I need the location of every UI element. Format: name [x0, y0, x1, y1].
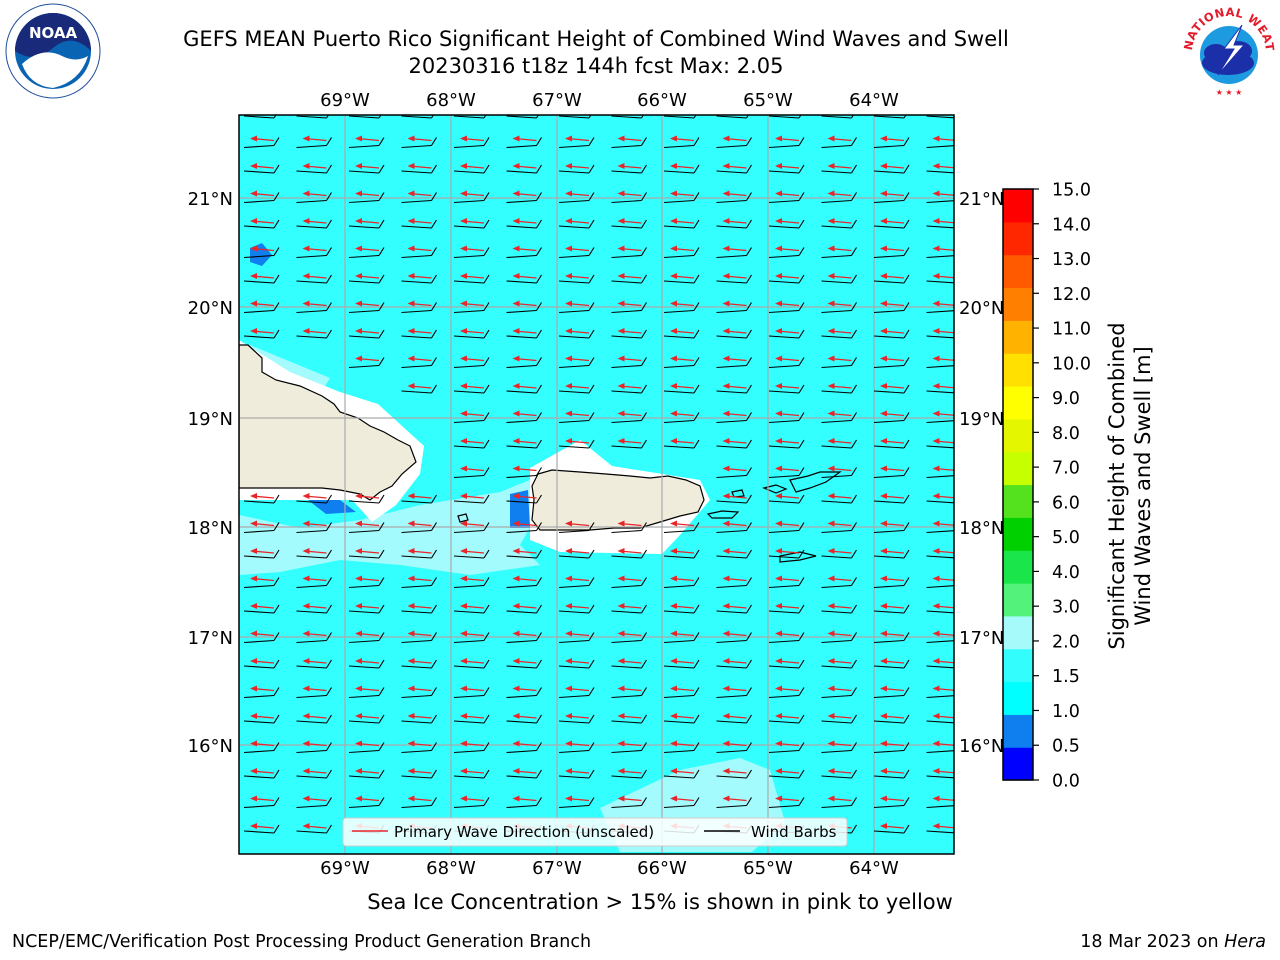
colorbar-swatch	[1003, 648, 1033, 683]
colorbar-tick-label: 7.0	[1052, 459, 1080, 479]
svg-text:★ ★ ★: ★ ★ ★	[1216, 88, 1243, 97]
colorbar-tick-label: 3.0	[1052, 598, 1080, 618]
nws-logo-icon: NATIONAL WEATHER SERVICE ★ ★ ★	[1178, 1, 1277, 98]
colorbar-tick-label: 1.5	[1052, 667, 1080, 687]
island-4	[762, 484, 788, 494]
colorbar-tick-label: 6.0	[1052, 493, 1080, 513]
lon-label-top: 69°W	[320, 90, 370, 111]
chart-title: GEFS MEAN Puerto Rico Significant Height…	[183, 27, 1009, 51]
lat-label-right: 18°N	[959, 518, 1004, 539]
colorbar-swatch	[1003, 451, 1033, 486]
colorbar-tick-label: 0.0	[1052, 772, 1080, 792]
map-frame: Primary Wave Direction (unscaled) Wind Ba…	[188, 90, 1005, 879]
colorbar-title-line1: Significant Height of Combined	[1105, 322, 1129, 650]
wave-field-light-mona	[239, 470, 560, 575]
lon-label-top: 68°W	[426, 90, 476, 111]
land-hispaniola	[239, 344, 417, 501]
colorbar-swatch	[1003, 714, 1033, 748]
lon-label-bottom: 65°W	[743, 858, 793, 879]
island-3	[706, 510, 740, 519]
colorbar-border	[1002, 188, 1034, 781]
island-1	[457, 513, 469, 523]
lat-label-right: 17°N	[959, 628, 1004, 649]
colorbar-tick-label: 12.0	[1052, 285, 1091, 305]
map-legend: Primary Wave Direction (unscaled) Wind Ba…	[342, 817, 848, 847]
island-2	[731, 489, 745, 498]
colorbar-tick-label: 10.0	[1052, 354, 1091, 374]
lon-label-top: 66°W	[637, 90, 687, 111]
colorbar-swatch	[1003, 747, 1033, 781]
vector-field	[243, 115, 954, 834]
footer-date-text: 18 Mar 2023 on	[1080, 932, 1225, 952]
colorbar-swatch	[1003, 254, 1033, 289]
colorbar-swatch	[1003, 320, 1033, 354]
colorbar-swatch	[1003, 287, 1033, 321]
wave-field-dark-3	[308, 500, 356, 514]
sea-ice-note: Sea Ice Concentration > 15% is shown in …	[367, 890, 953, 914]
map-border	[238, 114, 955, 855]
colorbar-swatch	[1003, 221, 1033, 256]
colorbar-tick-label: 4.0	[1052, 563, 1080, 583]
noaa-logo-text: NOAA	[29, 24, 78, 42]
lon-label-top: 67°W	[532, 90, 582, 111]
colorbar-swatch	[1003, 550, 1033, 584]
colorbar-tick-label: 13.0	[1052, 250, 1091, 270]
legend-wave-label: Primary Wave Direction (unscaled)	[394, 823, 654, 841]
lat-label-left: 18°N	[188, 518, 233, 539]
lat-label-left: 16°N	[188, 736, 233, 757]
colorbar-tick-label: 15.0	[1052, 181, 1091, 201]
footer-credit: NCEP/EMC/Verification Post Processing Pr…	[12, 932, 592, 952]
lat-label-left: 20°N	[188, 298, 233, 319]
colorbar-swatch	[1003, 484, 1033, 518]
colorbar-swatch	[1003, 189, 1033, 223]
colorbar-tick-label: 5.0	[1052, 528, 1080, 548]
lon-label-bottom: 68°W	[426, 858, 476, 879]
lon-label-top: 65°W	[743, 90, 793, 111]
colorbar-tick-label: 2.0	[1052, 632, 1080, 652]
lat-label-left: 19°N	[188, 409, 233, 430]
lat-label-right: 21°N	[959, 189, 1004, 210]
colorbar-swatch	[1003, 583, 1033, 617]
colorbar-tick-label: 0.5	[1052, 737, 1080, 757]
lon-label-bottom: 69°W	[320, 858, 370, 879]
colorbar-swatch	[1003, 517, 1033, 551]
colorbar: 0.0 0.5 1.0 1.5 2.0 3.0 4.0 5.0 6.0 7.0 8.0 9.0 10.0…	[1002, 181, 1091, 792]
lon-label-top: 64°W	[849, 90, 899, 111]
colorbar-swatch	[1003, 615, 1033, 650]
colorbar-swatch	[1003, 386, 1033, 420]
colorbar-tick-label: 1.0	[1052, 702, 1080, 722]
legend-barb-label: Wind Barbs	[751, 823, 837, 841]
lon-label-bottom: 67°W	[532, 858, 582, 879]
footer-date: 18 Mar 2023 on Hera	[1080, 932, 1266, 952]
lat-label-right: 19°N	[959, 409, 1004, 430]
noaa-logo-icon: NOAA	[5, 3, 101, 99]
colorbar-title-line2: Wind Waves and Swell [m]	[1131, 346, 1155, 626]
colorbar-tick-label: 14.0	[1052, 215, 1091, 235]
lon-label-bottom: 64°W	[849, 858, 899, 879]
colorbar-swatch	[1003, 353, 1033, 387]
lat-label-right: 20°N	[959, 298, 1004, 319]
lat-label-right: 16°N	[959, 736, 1004, 757]
colorbar-tick-label: 9.0	[1052, 389, 1080, 409]
colorbar-swatch	[1003, 681, 1033, 715]
colorbar-tick-label: 8.0	[1052, 424, 1080, 444]
footer-machine: Hera	[1224, 932, 1266, 952]
lat-label-left: 21°N	[188, 189, 233, 210]
chart-subtitle-run: 20230316 t18z 144h fcst Max: 2.05	[408, 54, 784, 78]
colorbar-swatch	[1003, 418, 1033, 453]
colorbar-tick-label: 11.0	[1052, 320, 1091, 340]
lat-label-left: 17°N	[188, 628, 233, 649]
lon-label-bottom: 66°W	[637, 858, 687, 879]
wave-field-dark-4	[510, 490, 530, 528]
